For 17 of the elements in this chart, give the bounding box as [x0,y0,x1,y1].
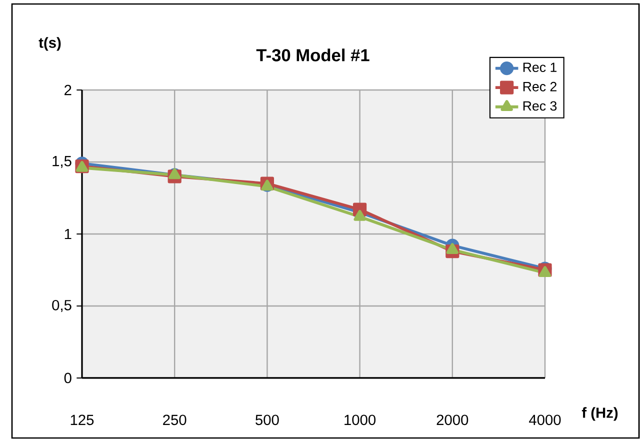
x-axis-title: f (Hz) [582,407,618,421]
y-tick-label: 1 [64,228,72,240]
legend-label: Rec 1 [523,62,557,72]
x-tick-label: 4000 [529,414,561,426]
chart-title: T-30 Model #1 [256,48,370,62]
y-tick-label: 0 [64,372,72,384]
y-tick-label: 1,5 [52,156,72,168]
x-tick-label: 125 [70,414,94,426]
y-axis-title: t(s) [38,37,61,51]
x-tick-label: 1000 [344,414,376,426]
x-tick-label: 2000 [436,414,468,426]
legend-label: Rec 2 [523,82,556,92]
y-tick-label: 0,5 [52,300,72,312]
legend-label: Rec 3 [523,101,557,111]
y-tick-label: 2 [64,84,72,96]
x-tick-label: 500 [256,414,279,426]
x-tick-label: 250 [163,414,186,426]
